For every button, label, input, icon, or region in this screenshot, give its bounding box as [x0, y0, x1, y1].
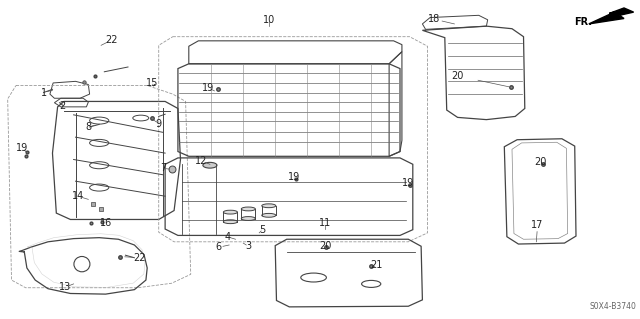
Text: 19: 19	[288, 172, 301, 182]
Text: 21: 21	[370, 260, 383, 271]
Text: FR.: FR.	[574, 17, 592, 27]
Text: 22: 22	[133, 253, 146, 263]
Ellipse shape	[241, 207, 255, 211]
Text: 22: 22	[106, 35, 118, 45]
Text: 9: 9	[156, 119, 162, 129]
Text: 19: 19	[16, 143, 29, 153]
Text: S0X4-B3740: S0X4-B3740	[590, 302, 637, 311]
Text: 19: 19	[202, 83, 214, 93]
Text: 15: 15	[146, 78, 159, 88]
Text: 1: 1	[40, 87, 47, 98]
Polygon shape	[589, 8, 634, 24]
Ellipse shape	[223, 220, 237, 224]
Text: 4: 4	[224, 232, 230, 242]
Ellipse shape	[241, 217, 255, 220]
Text: 6: 6	[216, 242, 222, 252]
Ellipse shape	[262, 213, 276, 217]
Ellipse shape	[223, 210, 237, 214]
Text: 12: 12	[195, 156, 208, 166]
Text: 5: 5	[259, 225, 266, 235]
Text: 7: 7	[160, 163, 166, 174]
Text: 20: 20	[319, 241, 332, 251]
Text: 2: 2	[60, 101, 66, 111]
Ellipse shape	[203, 162, 217, 168]
Text: 20: 20	[534, 157, 547, 167]
Text: 8: 8	[85, 122, 92, 132]
Text: 16: 16	[99, 218, 112, 228]
Text: 18: 18	[428, 14, 440, 24]
Ellipse shape	[262, 204, 276, 208]
Text: 17: 17	[531, 220, 544, 230]
Text: 19: 19	[402, 178, 415, 189]
Text: 13: 13	[59, 282, 72, 292]
Text: 10: 10	[262, 15, 275, 25]
Ellipse shape	[74, 256, 90, 272]
Text: 11: 11	[319, 218, 332, 228]
Text: 20: 20	[451, 71, 464, 81]
Text: 14: 14	[72, 191, 84, 201]
Text: 3: 3	[245, 241, 252, 251]
